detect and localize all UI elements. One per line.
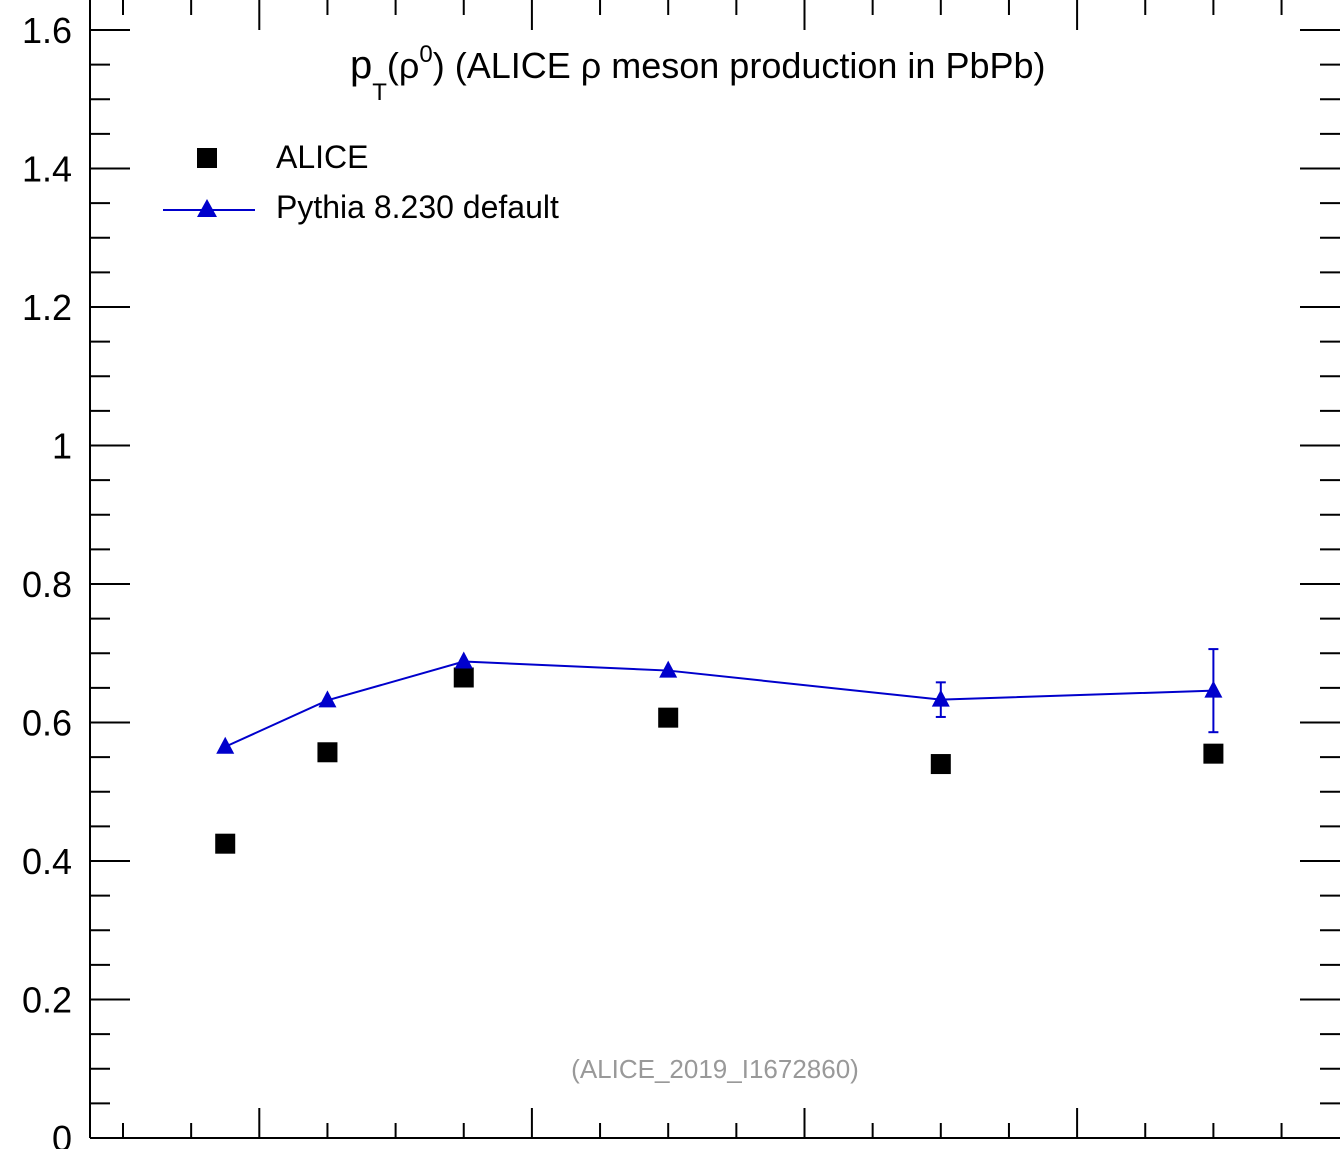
chart-title: pT(ρ0) (ALICE ρ meson production in PbPb… bbox=[350, 41, 1046, 106]
y-tick-label: 1.4 bbox=[22, 149, 72, 190]
y-tick-label: 1.6 bbox=[22, 10, 72, 51]
legend-label-pythia: Pythia 8.230 default bbox=[276, 189, 559, 225]
data-point-triangle bbox=[454, 651, 473, 669]
series-line bbox=[224, 660, 1214, 748]
y-tick-label: 0.4 bbox=[22, 841, 72, 882]
data-point-square bbox=[930, 754, 951, 775]
y-tick-label: 0.2 bbox=[22, 980, 72, 1021]
y-tick-label: 0.8 bbox=[22, 564, 72, 605]
data-point-triangle bbox=[1204, 680, 1223, 698]
y-tick-label: 0 bbox=[52, 1118, 72, 1149]
title-sup: 0 bbox=[419, 41, 432, 68]
y-tick-label: 1 bbox=[52, 426, 72, 467]
series-1 bbox=[216, 648, 1223, 754]
data-point-triangle bbox=[659, 660, 678, 678]
data-point-square bbox=[1203, 743, 1224, 764]
data-point-square bbox=[658, 707, 679, 728]
data-point-triangle bbox=[931, 689, 950, 707]
title-open: (ρ bbox=[387, 45, 419, 86]
data-point-square bbox=[317, 742, 338, 763]
data-point-square bbox=[453, 667, 474, 688]
legend-marker-alice bbox=[197, 148, 217, 168]
analysis-watermark: (ALICE_2019_I1672860) bbox=[571, 1054, 859, 1084]
data-point-triangle bbox=[216, 736, 235, 754]
axis-ticks bbox=[90, 0, 1340, 1139]
y-tick-label: 1.2 bbox=[22, 287, 72, 328]
title-sub: T bbox=[372, 79, 387, 106]
y-tick-labels: 1.6 1.4 1.2 1 0.8 0.6 0.4 0.2 0 bbox=[22, 10, 72, 1149]
legend-marker-pythia bbox=[197, 199, 217, 217]
title-p: p bbox=[350, 43, 372, 87]
data-series bbox=[215, 648, 1224, 854]
data-point-triangle bbox=[318, 690, 337, 708]
title-rest: ) (ALICE ρ meson production in PbPb) bbox=[433, 45, 1046, 86]
plot-frame bbox=[89, 0, 1340, 1139]
legend: ALICE Pythia 8.230 default bbox=[163, 139, 559, 225]
legend-label-alice: ALICE bbox=[276, 139, 368, 175]
y-tick-label: 0.6 bbox=[22, 703, 72, 744]
series-0 bbox=[215, 667, 1224, 854]
data-point-square bbox=[215, 833, 236, 854]
